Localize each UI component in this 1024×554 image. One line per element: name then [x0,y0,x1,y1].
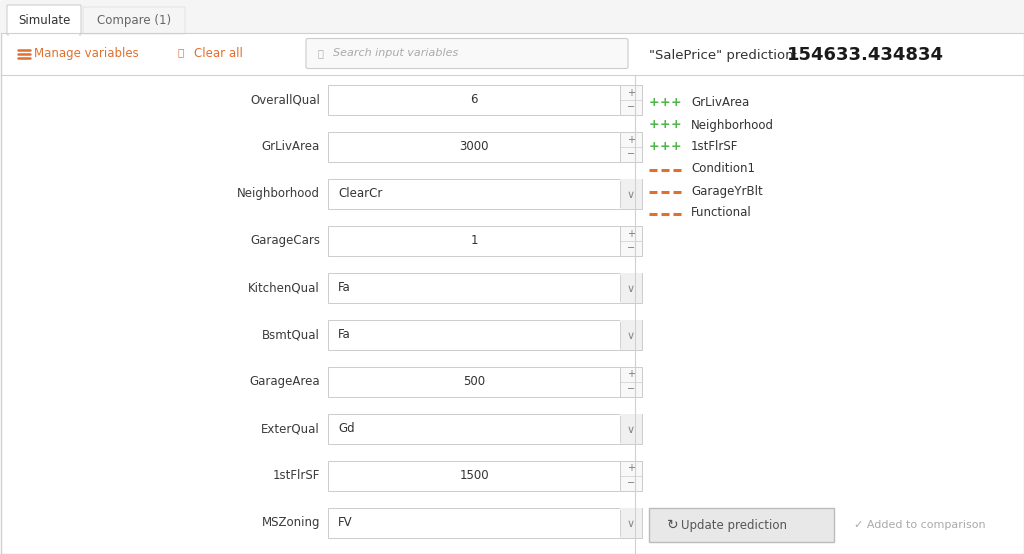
Bar [328,226,620,256]
Text: MSZoning: MSZoning [261,516,319,529]
Bar [328,367,620,397]
Text: "SalePrice" prediction:: "SalePrice" prediction: [649,49,798,62]
Text: Fa: Fa [338,328,351,341]
Text: KitchenQual: KitchenQual [248,281,319,294]
Bar [328,179,642,209]
Text: 3000: 3000 [459,140,488,153]
Text: Neighborhood: Neighborhood [237,187,319,201]
Bar [620,85,642,115]
Text: +: + [671,119,682,131]
Text: 6: 6 [470,94,478,106]
Text: 1: 1 [470,234,478,247]
Text: +: + [671,141,682,153]
Bar [328,85,620,115]
Text: ∨: ∨ [627,331,635,341]
Text: 1stFlrSF: 1stFlrSF [272,469,319,482]
Bar [328,132,620,162]
Bar [620,179,642,209]
Text: ∨: ∨ [627,519,635,529]
Text: Neighborhood: Neighborhood [691,119,774,131]
Text: +: + [649,119,659,131]
Text: GarageCars: GarageCars [250,234,319,247]
Text: +: + [660,119,671,131]
Text: Manage variables: Manage variables [34,47,138,60]
Text: Gd: Gd [338,422,354,435]
Text: Clear all: Clear all [194,47,243,60]
Text: Simulate: Simulate [17,13,71,27]
Text: ✓ Added to comparison: ✓ Added to comparison [854,520,986,530]
Text: +: + [660,141,671,153]
Text: ∨: ∨ [627,424,635,435]
Text: −: − [627,478,635,488]
FancyBboxPatch shape [83,7,185,34]
Text: Functional: Functional [691,207,752,219]
Text: ExterQual: ExterQual [261,422,319,435]
Bar [649,508,834,542]
Text: +: + [649,141,659,153]
Bar [328,414,642,444]
Bar [0,1,1024,33]
FancyBboxPatch shape [306,38,628,69]
Text: +: + [627,229,635,239]
Text: 500: 500 [463,375,485,388]
Text: +: + [627,88,635,98]
Text: −: − [627,384,635,394]
Text: −: − [627,149,635,159]
Bar [328,460,620,491]
Text: BsmtQual: BsmtQual [262,328,319,341]
Text: +: + [627,463,635,473]
Text: FV: FV [338,516,352,529]
Bar [620,367,642,397]
Bar [9,30,79,36]
Text: ↻: ↻ [667,518,679,532]
Text: +: + [627,135,635,145]
Text: Condition1: Condition1 [691,162,755,176]
Bar [328,273,642,303]
Text: Compare (1): Compare (1) [97,14,171,27]
Text: Search input variables: Search input variables [333,49,459,59]
Text: −: − [627,243,635,253]
Bar [620,273,642,303]
Text: Update prediction: Update prediction [681,519,787,531]
Text: GarageYrBlt: GarageYrBlt [691,184,763,197]
Text: +: + [660,96,671,110]
Bar [620,414,642,444]
Text: GarageArea: GarageArea [250,375,319,388]
Bar [328,320,642,350]
Bar [620,132,642,162]
Text: +: + [671,96,682,110]
Text: −: − [627,102,635,112]
Text: 🔍: 🔍 [318,49,324,59]
Text: 1stFlrSF: 1stFlrSF [691,141,738,153]
Text: GrLivArea: GrLivArea [691,96,750,110]
Text: 🗑: 🗑 [178,48,184,58]
Text: ClearCr: ClearCr [338,187,382,201]
Bar [620,320,642,350]
Text: ∨: ∨ [627,284,635,294]
Text: Fa: Fa [338,281,351,294]
Text: OverallQual: OverallQual [250,94,319,106]
Bar [620,226,642,256]
Text: GrLivArea: GrLivArea [262,140,319,153]
Bar [620,460,642,491]
Text: +: + [649,96,659,110]
FancyBboxPatch shape [7,5,81,35]
Text: +: + [627,370,635,379]
Bar [328,507,642,537]
Bar [620,507,642,537]
Text: 154633.434834: 154633.434834 [787,47,944,64]
Text: ∨: ∨ [627,190,635,200]
Text: 1500: 1500 [459,469,488,482]
